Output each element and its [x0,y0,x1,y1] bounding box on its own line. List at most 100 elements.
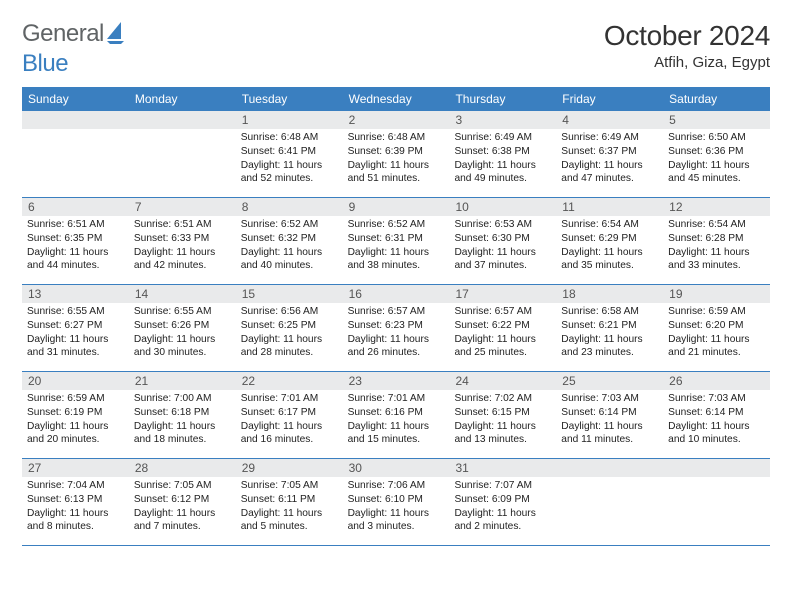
day-cell: 2Sunrise: 6:48 AMSunset: 6:39 PMDaylight… [343,111,450,197]
daylight-text: and 10 minutes. [668,433,765,447]
sunrise-text: Sunrise: 6:58 AM [561,305,658,319]
daylight-text: Daylight: 11 hours [241,507,338,521]
day-number: 13 [22,285,129,303]
sunset-text: Sunset: 6:30 PM [454,232,551,246]
daylight-text: and 37 minutes. [454,259,551,273]
day-details: Sunrise: 7:03 AMSunset: 6:14 PMDaylight:… [556,390,663,447]
day-cell: 31Sunrise: 7:07 AMSunset: 6:09 PMDayligh… [449,459,556,545]
sunset-text: Sunset: 6:12 PM [134,493,231,507]
daylight-text: and 42 minutes. [134,259,231,273]
daylight-text: Daylight: 11 hours [561,333,658,347]
brand-text-2: Blue [22,50,68,77]
day-details: Sunrise: 6:54 AMSunset: 6:28 PMDaylight:… [663,216,770,273]
daylight-text: Daylight: 11 hours [561,159,658,173]
daylight-text: and 52 minutes. [241,172,338,186]
day-cell: 6Sunrise: 6:51 AMSunset: 6:35 PMDaylight… [22,198,129,284]
daylight-text: Daylight: 11 hours [241,246,338,260]
daylight-text: and 8 minutes. [27,520,124,534]
brand-logo: General [22,20,129,49]
day-details: Sunrise: 7:05 AMSunset: 6:11 PMDaylight:… [236,477,343,534]
sunrise-text: Sunrise: 6:59 AM [668,305,765,319]
day-number: 28 [129,459,236,477]
daylight-text: Daylight: 11 hours [134,246,231,260]
daylight-text: Daylight: 11 hours [668,159,765,173]
sunrise-text: Sunrise: 7:06 AM [348,479,445,493]
week-row: 20Sunrise: 6:59 AMSunset: 6:19 PMDayligh… [22,372,770,459]
daylight-text: Daylight: 11 hours [27,333,124,347]
sunset-text: Sunset: 6:36 PM [668,145,765,159]
day-cell: 17Sunrise: 6:57 AMSunset: 6:22 PMDayligh… [449,285,556,371]
daylight-text: and 3 minutes. [348,520,445,534]
day-details: Sunrise: 7:05 AMSunset: 6:12 PMDaylight:… [129,477,236,534]
daylight-text: and 11 minutes. [561,433,658,447]
day-cell: 19Sunrise: 6:59 AMSunset: 6:20 PMDayligh… [663,285,770,371]
sunset-text: Sunset: 6:16 PM [348,406,445,420]
daylight-text: Daylight: 11 hours [241,159,338,173]
daylight-text: Daylight: 11 hours [454,159,551,173]
sunset-text: Sunset: 6:14 PM [561,406,658,420]
sunset-text: Sunset: 6:27 PM [27,319,124,333]
daylight-text: Daylight: 11 hours [561,420,658,434]
day-number: 8 [236,198,343,216]
daylight-text: and 40 minutes. [241,259,338,273]
day-number: 17 [449,285,556,303]
sunset-text: Sunset: 6:41 PM [241,145,338,159]
sunrise-text: Sunrise: 6:48 AM [348,131,445,145]
day-number: 31 [449,459,556,477]
day-details: Sunrise: 6:57 AMSunset: 6:22 PMDaylight:… [449,303,556,360]
daylight-text: Daylight: 11 hours [348,420,445,434]
day-details: Sunrise: 7:00 AMSunset: 6:18 PMDaylight:… [129,390,236,447]
daylight-text: Daylight: 11 hours [454,246,551,260]
sunset-text: Sunset: 6:22 PM [454,319,551,333]
sunset-text: Sunset: 6:23 PM [348,319,445,333]
day-details: Sunrise: 6:59 AMSunset: 6:19 PMDaylight:… [22,390,129,447]
brand-text-2-wrap: Blue [22,50,68,78]
sunrise-text: Sunrise: 7:02 AM [454,392,551,406]
day-details: Sunrise: 7:06 AMSunset: 6:10 PMDaylight:… [343,477,450,534]
dayhead-mon: Monday [129,87,236,111]
day-cell: 21Sunrise: 7:00 AMSunset: 6:18 PMDayligh… [129,372,236,458]
brand-sail-icon [107,22,127,49]
page-header: General October 2024 Atfih, Giza, Egypt [22,20,770,71]
day-number: 16 [343,285,450,303]
daylight-text: and 31 minutes. [27,346,124,360]
daylight-text: and 16 minutes. [241,433,338,447]
sunset-text: Sunset: 6:31 PM [348,232,445,246]
day-details: Sunrise: 7:01 AMSunset: 6:17 PMDaylight:… [236,390,343,447]
daylight-text: and 25 minutes. [454,346,551,360]
daylight-text: and 45 minutes. [668,172,765,186]
day-cell: . [556,459,663,545]
day-cell: 30Sunrise: 7:06 AMSunset: 6:10 PMDayligh… [343,459,450,545]
day-details [663,477,770,479]
day-number: 19 [663,285,770,303]
dayhead-tue: Tuesday [236,87,343,111]
sunset-text: Sunset: 6:26 PM [134,319,231,333]
daylight-text: and 47 minutes. [561,172,658,186]
day-details: Sunrise: 7:07 AMSunset: 6:09 PMDaylight:… [449,477,556,534]
week-row: 6Sunrise: 6:51 AMSunset: 6:35 PMDaylight… [22,198,770,285]
sunset-text: Sunset: 6:33 PM [134,232,231,246]
day-number: 23 [343,372,450,390]
day-number: 21 [129,372,236,390]
daylight-text: Daylight: 11 hours [27,246,124,260]
daylight-text: and 26 minutes. [348,346,445,360]
calendar-grid: Sunday Monday Tuesday Wednesday Thursday… [22,87,770,546]
daylight-text: and 51 minutes. [348,172,445,186]
daylight-text: and 44 minutes. [27,259,124,273]
day-cell: 25Sunrise: 7:03 AMSunset: 6:14 PMDayligh… [556,372,663,458]
daylight-text: and 13 minutes. [454,433,551,447]
sunrise-text: Sunrise: 6:56 AM [241,305,338,319]
sunset-text: Sunset: 6:32 PM [241,232,338,246]
sunrise-text: Sunrise: 6:50 AM [668,131,765,145]
daylight-text: Daylight: 11 hours [561,246,658,260]
day-number: 29 [236,459,343,477]
day-details: Sunrise: 6:51 AMSunset: 6:35 PMDaylight:… [22,216,129,273]
sunset-text: Sunset: 6:18 PM [134,406,231,420]
day-details [556,477,663,479]
day-details: Sunrise: 7:01 AMSunset: 6:16 PMDaylight:… [343,390,450,447]
week-row: 13Sunrise: 6:55 AMSunset: 6:27 PMDayligh… [22,285,770,372]
daylight-text: Daylight: 11 hours [241,333,338,347]
day-number: 6 [22,198,129,216]
day-cell: 13Sunrise: 6:55 AMSunset: 6:27 PMDayligh… [22,285,129,371]
sunset-text: Sunset: 6:11 PM [241,493,338,507]
